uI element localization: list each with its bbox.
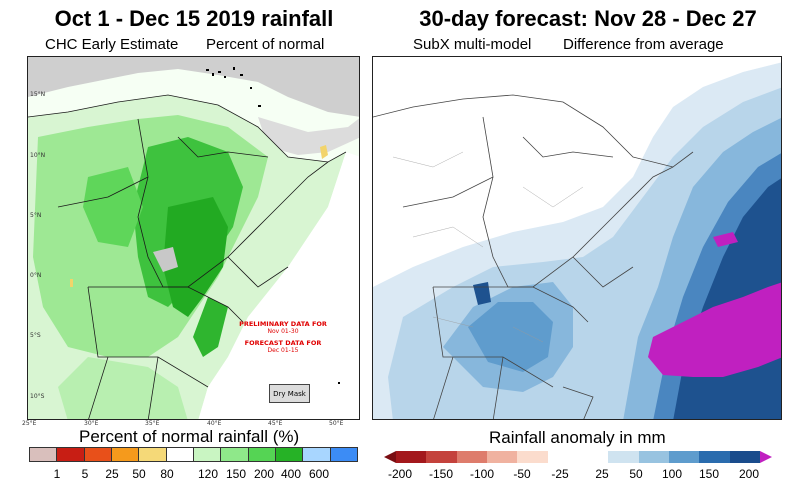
notice-line-4: Dec 01-15 <box>267 347 299 354</box>
left-legend-swatch <box>193 447 222 462</box>
notice-line-1: PRELIMINARY DATA FOR <box>239 320 327 328</box>
left-legend-swatch <box>303 447 331 462</box>
right-legend-swatch <box>456 451 487 463</box>
left-legend-swatch <box>139 447 167 462</box>
right-legend-label: -150 <box>428 467 454 481</box>
left-legend-swatch <box>330 447 358 462</box>
right-legend-label: 25 <box>595 467 609 481</box>
dry-mask-legend: Dry Mask <box>269 384 310 403</box>
lat-label-5s: 5°S <box>30 332 41 339</box>
lon-label-35e: 35°E <box>145 420 160 427</box>
left-legend-label: 120 <box>197 467 219 481</box>
right-map-source-label: SubX multi-model <box>413 36 532 53</box>
right-legend-swatch <box>668 451 700 463</box>
right-legend-label: 150 <box>698 467 720 481</box>
lat-label-15n: 15°N <box>30 91 46 98</box>
left-map-metric-label: Percent of normal <box>206 36 325 53</box>
left-legend-label: 200 <box>253 467 275 481</box>
left-legend-swatch <box>221 447 249 462</box>
left-legend-label: 1 <box>53 467 61 481</box>
left-legend-swatch <box>29 447 58 462</box>
right-legend-label: 50 <box>629 467 643 481</box>
left-legend-label: 80 <box>160 467 174 481</box>
right-map-title: 30-day forecast: Nov 28 - Dec 27 <box>419 6 757 31</box>
right-legend-label: -100 <box>469 467 495 481</box>
left-legend-label: 600 <box>308 467 330 481</box>
right-legend-swatch <box>638 451 669 463</box>
right-legend-swatch <box>729 451 760 463</box>
left-legend-label: 5 <box>81 467 89 481</box>
lat-label-10n: 10°N <box>30 152 46 159</box>
lon-label-25e: 25°E <box>22 420 37 427</box>
right-legend-label: -25 <box>551 467 569 481</box>
right-forecast-map <box>372 56 782 420</box>
left-legend-swatch <box>248 447 276 462</box>
left-map-graphic <box>28 57 359 419</box>
left-legend-swatch <box>84 447 112 462</box>
right-legend-label: 200 <box>738 467 760 481</box>
left-legend-colorbar <box>29 447 358 462</box>
preliminary-data-note: PRELIMINARY DATA FOR Nov 01-30 FORECAST … <box>228 320 338 354</box>
right-legend-swatch <box>426 451 457 463</box>
left-legend-swatch <box>275 447 304 462</box>
lat-label-5n: 5°N <box>30 212 42 219</box>
notice-line-3: FORECAST DATA FOR <box>244 339 322 347</box>
left-legend-swatch <box>111 447 140 462</box>
left-map-title: Oct 1 - Dec 15 2019 rainfall <box>54 6 334 31</box>
right-legend-swatch <box>396 451 427 463</box>
left-legend-label: 50 <box>132 467 146 481</box>
left-map-source-label: CHC Early Estimate <box>45 36 179 53</box>
left-legend-label: 25 <box>105 467 119 481</box>
right-legend-swatch <box>608 451 639 463</box>
left-legend-swatch <box>57 447 85 462</box>
left-rainfall-map: 15°N 10°N 5°N 0°N 5°S 10°S PRELIMINARY D… <box>27 56 360 420</box>
right-map-metric-label: Difference from average <box>563 36 724 53</box>
notice-line-2: Nov 01-30 <box>267 328 299 335</box>
right-legend-high-arrow <box>760 451 772 463</box>
right-legend-swatch <box>486 451 518 463</box>
right-legend-label: 100 <box>661 467 683 481</box>
right-legend-swatch <box>577 451 609 463</box>
left-legend-label: 150 <box>225 467 247 481</box>
right-legend-label: -200 <box>387 467 413 481</box>
right-legend-colorbar <box>396 451 760 463</box>
right-legend-label: -50 <box>513 467 531 481</box>
right-map-graphic <box>373 62 781 419</box>
lon-label-40e: 40°E <box>207 420 222 427</box>
right-legend-swatch <box>547 451 578 463</box>
lon-label-50e: 50°E <box>329 420 344 427</box>
left-legend-label: 400 <box>280 467 302 481</box>
right-legend-title: Rainfall anomaly in mm <box>489 428 666 447</box>
lon-label-30e: 30°E <box>84 420 99 427</box>
left-legend-swatch <box>166 447 194 462</box>
left-legend-title: Percent of normal rainfall (%) <box>79 427 300 446</box>
lat-label-0n: 0°N <box>30 272 42 279</box>
right-legend-swatch <box>699 451 730 463</box>
right-legend-low-arrow <box>384 451 396 463</box>
right-legend-swatch <box>517 451 548 463</box>
lat-label-10s: 10°S <box>30 393 45 400</box>
lon-label-45e: 45°E <box>268 420 283 427</box>
